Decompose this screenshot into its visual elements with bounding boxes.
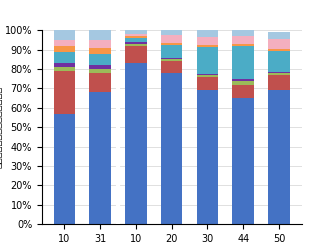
Bar [89, 53, 111, 65]
Bar [161, 35, 183, 43]
Bar [89, 48, 111, 53]
Bar [125, 38, 147, 42]
Bar [89, 69, 111, 73]
Bar [232, 79, 254, 81]
Bar [268, 90, 290, 224]
Bar [232, 81, 254, 85]
Bar [197, 45, 218, 47]
Bar [54, 71, 75, 114]
Bar [197, 47, 218, 74]
Bar [54, 52, 75, 63]
Bar [125, 42, 147, 44]
Bar [268, 75, 290, 90]
Bar [197, 77, 218, 90]
Bar [125, 63, 147, 224]
Bar [54, 63, 75, 67]
Bar [125, 44, 147, 46]
Bar [232, 44, 254, 46]
Bar [197, 29, 218, 37]
Bar [54, 46, 75, 52]
Bar [125, 30, 147, 34]
Bar [232, 36, 254, 44]
Bar [161, 43, 183, 45]
Bar [125, 34, 147, 36]
Bar [232, 98, 254, 224]
Bar [232, 46, 254, 79]
Legend: 未分類, その他, フラボバクテリア綱, スフィンゴバクテリア綱, δ-プロテオバクテリア綱, β-プロテオバクテリア綱, α-プロテオバクテリア綱, γ-プロ: 未分類, その他, フラボバクテリア綱, スフィンゴバクテリア綱, δ-プロテオ… [15, 0, 159, 1]
Bar [161, 58, 183, 59]
Bar [89, 65, 111, 69]
Bar [197, 75, 218, 77]
Bar [268, 49, 290, 51]
Bar [268, 51, 290, 72]
Bar [232, 85, 254, 98]
Bar [89, 40, 111, 48]
Bar [197, 37, 218, 45]
Bar [197, 74, 218, 75]
Bar [268, 32, 290, 39]
Bar [161, 73, 183, 224]
Bar [161, 59, 183, 61]
Bar [125, 46, 147, 63]
Bar [89, 73, 111, 92]
Bar [232, 30, 254, 36]
Bar [197, 90, 218, 224]
Bar [54, 67, 75, 71]
Y-axis label: バイオフィルム中の相対存在量: バイオフィルム中の相対存在量 [0, 86, 2, 168]
Bar [125, 36, 147, 38]
Bar [161, 45, 183, 58]
Bar [268, 39, 290, 49]
Bar [54, 114, 75, 224]
Bar [161, 30, 183, 35]
Bar [89, 30, 111, 40]
Bar [268, 73, 290, 75]
Bar [54, 30, 75, 40]
Bar [89, 92, 111, 224]
Bar [268, 72, 290, 73]
Bar [54, 40, 75, 46]
Bar [161, 61, 183, 73]
